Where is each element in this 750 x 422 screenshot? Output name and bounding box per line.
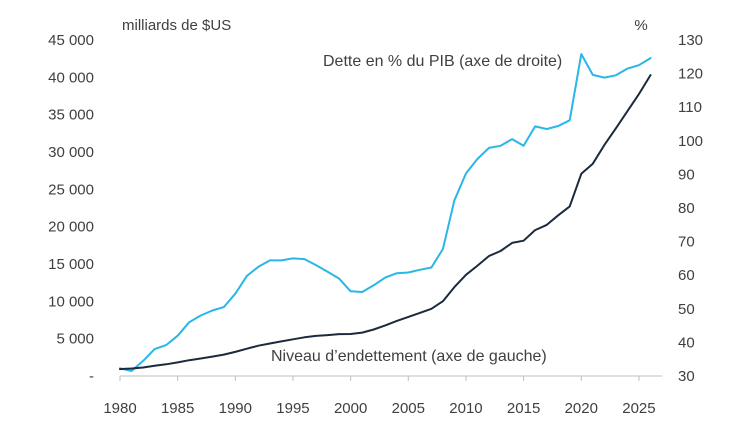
annotation-debt-level: Niveau d’endettement (axe de gauche) — [271, 348, 547, 365]
x-tick-label: 1980 — [103, 400, 136, 417]
left-tick-label: 30 000 — [48, 144, 94, 161]
x-tick-label: 2000 — [334, 400, 367, 417]
x-tick-label: 1985 — [161, 400, 194, 417]
left-tick-label: 20 000 — [48, 219, 94, 236]
right-tick-label: 110 — [678, 99, 702, 116]
left-tick-label: 10 000 — [48, 293, 94, 310]
right-tick-label: 30 — [678, 368, 695, 385]
left-tick-label: 5 000 — [56, 331, 94, 348]
series-line-debt-level — [119, 74, 652, 371]
right-tick-label: 50 — [678, 301, 695, 318]
x-axis-ticks: 1980 1985 1990 1995 2000 2005 2010 2015 2020 2025 — [103, 376, 656, 417]
x-tick-label: 2010 — [449, 400, 482, 417]
left-tick-label: 25 000 — [48, 181, 94, 198]
left-tick-label: 35 000 — [48, 107, 94, 124]
right-tick-label: 100 — [678, 133, 703, 150]
x-tick-label: 2005 — [392, 400, 425, 417]
right-tick-label: 40 — [678, 334, 695, 351]
x-tick-label: 1990 — [219, 400, 252, 417]
right-axis-unit-label: % — [634, 17, 647, 34]
x-tick-label: 2015 — [507, 400, 540, 417]
right-tick-label: 60 — [678, 267, 695, 284]
left-axis-ticks: - 5 000 10 000 15 000 20 000 25 000 30 000 35 0… — [48, 32, 94, 385]
right-tick-label: 70 — [678, 234, 695, 251]
x-tick-label: 1995 — [276, 400, 309, 417]
series-line-debt-pct-gdp — [119, 53, 652, 372]
right-tick-label: 120 — [678, 66, 703, 83]
x-tick-label: 2025 — [622, 400, 655, 417]
left-tick-label: 40 000 — [48, 69, 94, 86]
right-axis-ticks: 30 40 50 60 70 80 90 100 110 120 130 — [678, 32, 703, 385]
right-tick-label: 80 — [678, 200, 695, 217]
left-tick-label: - — [89, 368, 94, 385]
series-layer — [119, 53, 652, 372]
left-tick-label: 15 000 — [48, 256, 94, 273]
left-tick-label: 45 000 — [48, 32, 94, 49]
x-tick-label: 2020 — [565, 400, 598, 417]
right-tick-label: 130 — [678, 32, 703, 49]
left-axis-unit-label: milliards de $US — [122, 17, 231, 34]
right-tick-label: 90 — [678, 166, 695, 183]
annotation-debt-pct-gdp: Dette en % du PIB (axe de droite) — [323, 53, 562, 70]
